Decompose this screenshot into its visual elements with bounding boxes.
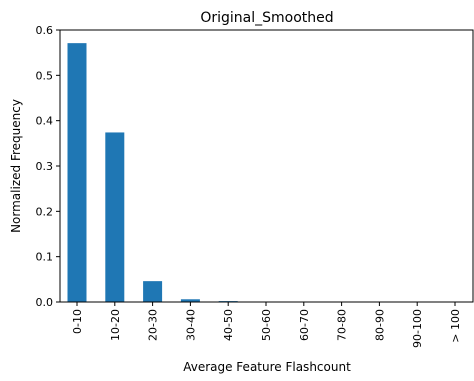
chart-title: Original_Smoothed [200, 10, 333, 26]
x-tick-label: 80-90 [373, 309, 386, 341]
y-tick-label: 0.4 [36, 115, 54, 128]
x-axis: 0-10 10-20 20-30 30-40 40-50 50-60 60-70 70-80 8… [71, 302, 462, 348]
bar-0 [68, 43, 87, 302]
x-tick-label: > 100 [449, 309, 462, 343]
y-tick-label: 0.5 [36, 69, 54, 82]
x-tick-label: 20-30 [147, 309, 160, 341]
x-tick-label: 40-50 [222, 309, 235, 341]
x-tick-label: 30-40 [184, 309, 197, 341]
x-tick-label: 70-80 [336, 309, 349, 341]
x-tick-label: 10-20 [109, 309, 122, 341]
y-axis: 0.0 0.1 0.2 0.3 0.4 0.5 0.6 [36, 24, 61, 309]
y-tick-label: 0.0 [36, 296, 54, 309]
x-tick-label: 50-60 [260, 309, 273, 341]
y-axis-label: Normalized Frequency [9, 99, 23, 233]
x-tick-label: 60-70 [298, 309, 311, 341]
x-axis-label: Average Feature Flashcount [183, 360, 351, 374]
bar-1 [105, 132, 124, 302]
y-tick-label: 0.2 [36, 205, 54, 218]
bars-layer [68, 43, 276, 302]
x-tick-label: 0-10 [71, 309, 84, 334]
y-tick-label: 0.6 [36, 24, 54, 37]
y-tick-label: 0.3 [36, 160, 54, 173]
y-tick-label: 0.1 [36, 251, 54, 264]
x-tick-label: 90-100 [411, 309, 424, 348]
bar-2 [143, 281, 162, 302]
